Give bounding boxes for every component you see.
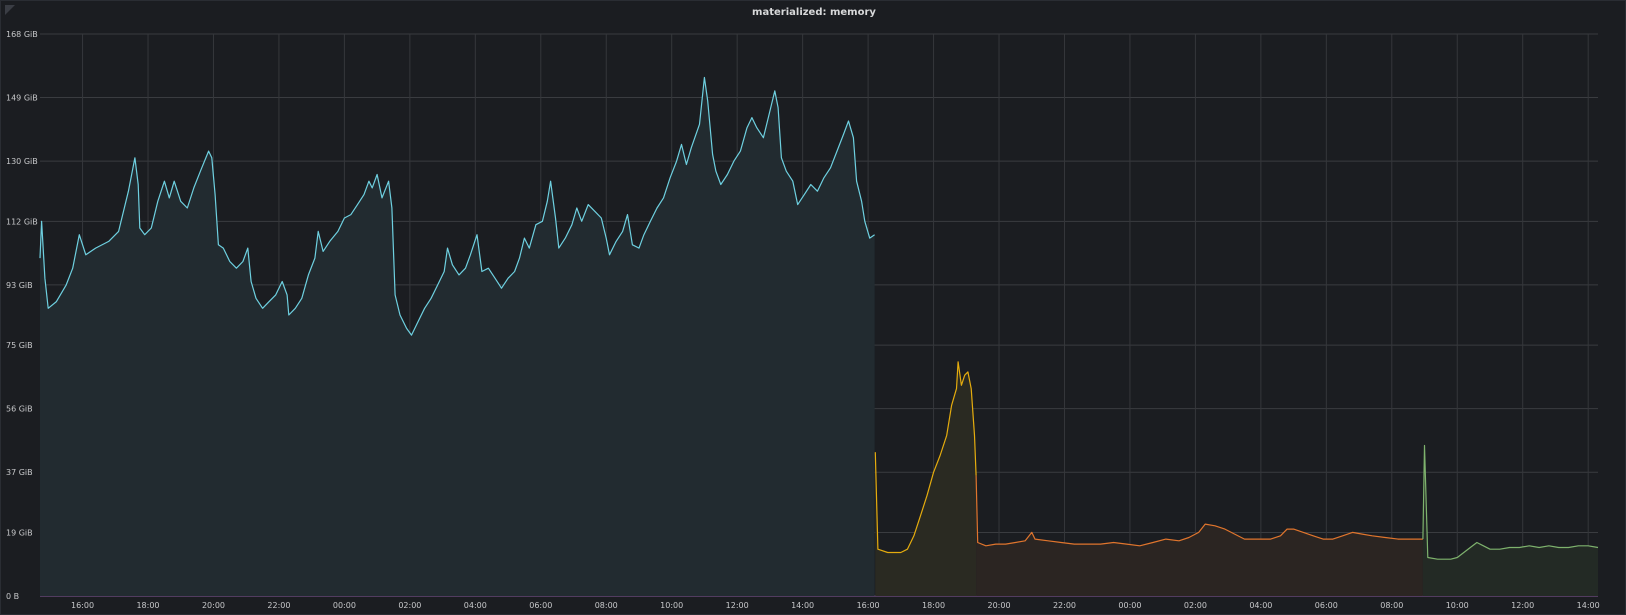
series-area-3 <box>976 475 1423 596</box>
panel-corner-menu-icon[interactable] <box>5 5 15 15</box>
x-tick-label: 14:00 <box>791 601 814 610</box>
x-tick-label: 14:00 <box>1577 601 1600 610</box>
x-tick-label: 04:00 <box>1249 601 1272 610</box>
series-area-2 <box>875 361 977 596</box>
y-tick-label: 0 B <box>6 592 19 601</box>
series-line-1[interactable] <box>39 76 875 336</box>
y-tick-label: 168 GiB <box>6 30 38 39</box>
x-tick-label: 06:00 <box>529 601 552 610</box>
y-tick-label: 37 GiB <box>6 468 33 477</box>
y-tick-label: 19 GiB <box>6 528 33 537</box>
series-line-3[interactable] <box>975 475 1423 547</box>
x-tick-label: 08:00 <box>595 601 618 610</box>
x-tick-label: 22:00 <box>267 601 290 610</box>
x-tick-label: 02:00 <box>1184 601 1207 610</box>
x-tick-label: 00:00 <box>1118 601 1141 610</box>
y-tick-label: 130 GiB <box>6 157 38 166</box>
x-tick-label: 16:00 <box>71 601 94 610</box>
x-tick-label: 12:00 <box>1511 601 1534 610</box>
x-axis: 16:00 18:00 20:00 22:00 00:00 02:00 04:00 06:00… <box>71 601 1600 610</box>
series-line-2[interactable] <box>874 361 977 554</box>
x-tick-label: 04:00 <box>464 601 487 610</box>
x-tick-label: 02:00 <box>398 601 421 610</box>
x-tick-label: 06:00 <box>1315 601 1338 610</box>
chart-areas <box>40 77 1598 596</box>
x-tick-label: 22:00 <box>1053 601 1076 610</box>
x-tick-label: 20:00 <box>987 601 1010 610</box>
y-axis: 0 B 19 GiB 37 GiB 56 GiB 75 GiB 93 GiB 112 GiB… <box>6 30 38 601</box>
x-tick-label: 10:00 <box>660 601 683 610</box>
x-tick-label: 08:00 <box>1380 601 1403 610</box>
chart-lines <box>39 76 1599 560</box>
x-tick-label: 00:00 <box>333 601 356 610</box>
x-tick-label: 10:00 <box>1446 601 1469 610</box>
y-tick-label: 149 GiB <box>6 94 38 103</box>
x-tick-label: 18:00 <box>136 601 159 610</box>
series-area-1 <box>40 77 875 596</box>
x-tick-label: 18:00 <box>922 601 945 610</box>
series-area-4 <box>1422 445 1598 596</box>
x-tick-label: 12:00 <box>726 601 749 610</box>
series-line-4[interactable] <box>1422 444 1599 560</box>
x-tick-label: 16:00 <box>857 601 880 610</box>
panel-title[interactable]: materialized: memory <box>752 7 876 18</box>
y-tick-label: 93 GiB <box>6 281 33 290</box>
x-tick-label: 20:00 <box>202 601 225 610</box>
y-tick-label: 75 GiB <box>6 341 33 350</box>
y-tick-label: 112 GiB <box>6 217 38 226</box>
y-tick-label: 56 GiB <box>6 405 33 414</box>
